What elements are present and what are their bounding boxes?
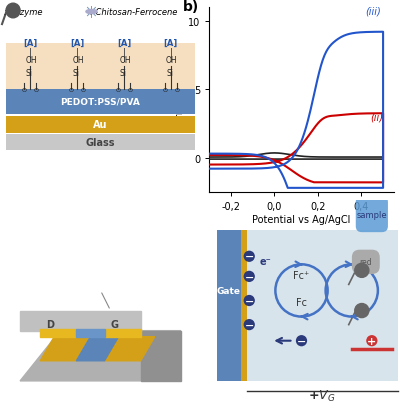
Text: OH: OH xyxy=(72,56,84,65)
Circle shape xyxy=(354,304,368,318)
Text: O: O xyxy=(68,88,73,93)
Polygon shape xyxy=(76,329,104,337)
Polygon shape xyxy=(104,337,154,361)
FancyBboxPatch shape xyxy=(355,196,387,233)
Text: D: D xyxy=(46,319,54,329)
Text: Si: Si xyxy=(72,69,79,77)
FancyBboxPatch shape xyxy=(217,231,247,381)
Text: Si: Si xyxy=(26,69,32,77)
Text: PEDOT:PSS/PVA: PEDOT:PSS/PVA xyxy=(61,98,140,107)
Text: OH: OH xyxy=(166,56,177,65)
Text: −: − xyxy=(244,252,253,261)
Text: −: − xyxy=(296,336,306,346)
Text: OH: OH xyxy=(25,56,37,65)
Text: [A]: [A] xyxy=(23,39,37,48)
Text: b): b) xyxy=(182,0,198,14)
Text: O: O xyxy=(174,88,179,93)
Text: O: O xyxy=(127,88,132,93)
Text: −: − xyxy=(244,320,253,330)
Text: Glass: Glass xyxy=(85,138,115,148)
Circle shape xyxy=(6,4,20,19)
Text: Fc⁺: Fc⁺ xyxy=(293,271,309,281)
Text: Au: Au xyxy=(93,120,107,130)
Text: [A]: [A] xyxy=(163,39,178,48)
Polygon shape xyxy=(20,311,140,331)
FancyBboxPatch shape xyxy=(6,134,194,150)
Text: O: O xyxy=(34,88,38,93)
Text: Gate: Gate xyxy=(216,286,239,295)
Text: +: + xyxy=(366,336,376,346)
Circle shape xyxy=(243,319,254,330)
Text: [A]: [A] xyxy=(70,39,84,48)
FancyBboxPatch shape xyxy=(6,90,194,115)
Text: O: O xyxy=(80,88,85,93)
FancyBboxPatch shape xyxy=(217,231,397,381)
Text: Fc: Fc xyxy=(295,297,306,307)
Text: OH: OH xyxy=(119,56,130,65)
Circle shape xyxy=(365,335,377,346)
Polygon shape xyxy=(76,337,118,361)
Text: (iii): (iii) xyxy=(365,7,381,17)
Text: sample: sample xyxy=(356,210,386,219)
Text: O: O xyxy=(115,88,120,93)
Polygon shape xyxy=(20,331,180,381)
Text: +$V_G$: +$V_G$ xyxy=(307,388,334,401)
Circle shape xyxy=(243,271,254,282)
Circle shape xyxy=(243,251,254,262)
Circle shape xyxy=(295,335,306,346)
Text: Si: Si xyxy=(119,69,126,77)
FancyBboxPatch shape xyxy=(241,231,247,381)
Circle shape xyxy=(243,295,254,306)
FancyBboxPatch shape xyxy=(6,117,194,134)
Ellipse shape xyxy=(86,10,97,14)
Text: e⁻: e⁻ xyxy=(259,257,270,267)
X-axis label: Potential vs Ag/AgCl: Potential vs Ag/AgCl xyxy=(252,214,350,224)
Text: O: O xyxy=(162,88,167,93)
Polygon shape xyxy=(104,329,140,337)
Text: : enzyme: : enzyme xyxy=(4,8,43,17)
Polygon shape xyxy=(40,337,90,361)
Polygon shape xyxy=(140,331,180,381)
Polygon shape xyxy=(40,329,76,337)
Text: Si: Si xyxy=(166,69,173,77)
FancyBboxPatch shape xyxy=(6,44,194,90)
Circle shape xyxy=(354,264,368,277)
Text: red: red xyxy=(358,258,371,267)
Text: G: G xyxy=(110,319,118,329)
Text: : Chitosan-Ferrocene: : Chitosan-Ferrocene xyxy=(90,8,177,17)
Text: O: O xyxy=(22,88,26,93)
Y-axis label: Current (nA): Current (nA) xyxy=(174,70,184,130)
Text: −: − xyxy=(244,272,253,282)
Text: (ii): (ii) xyxy=(369,112,382,122)
Text: −: − xyxy=(244,296,253,306)
Text: [A]: [A] xyxy=(117,39,131,48)
